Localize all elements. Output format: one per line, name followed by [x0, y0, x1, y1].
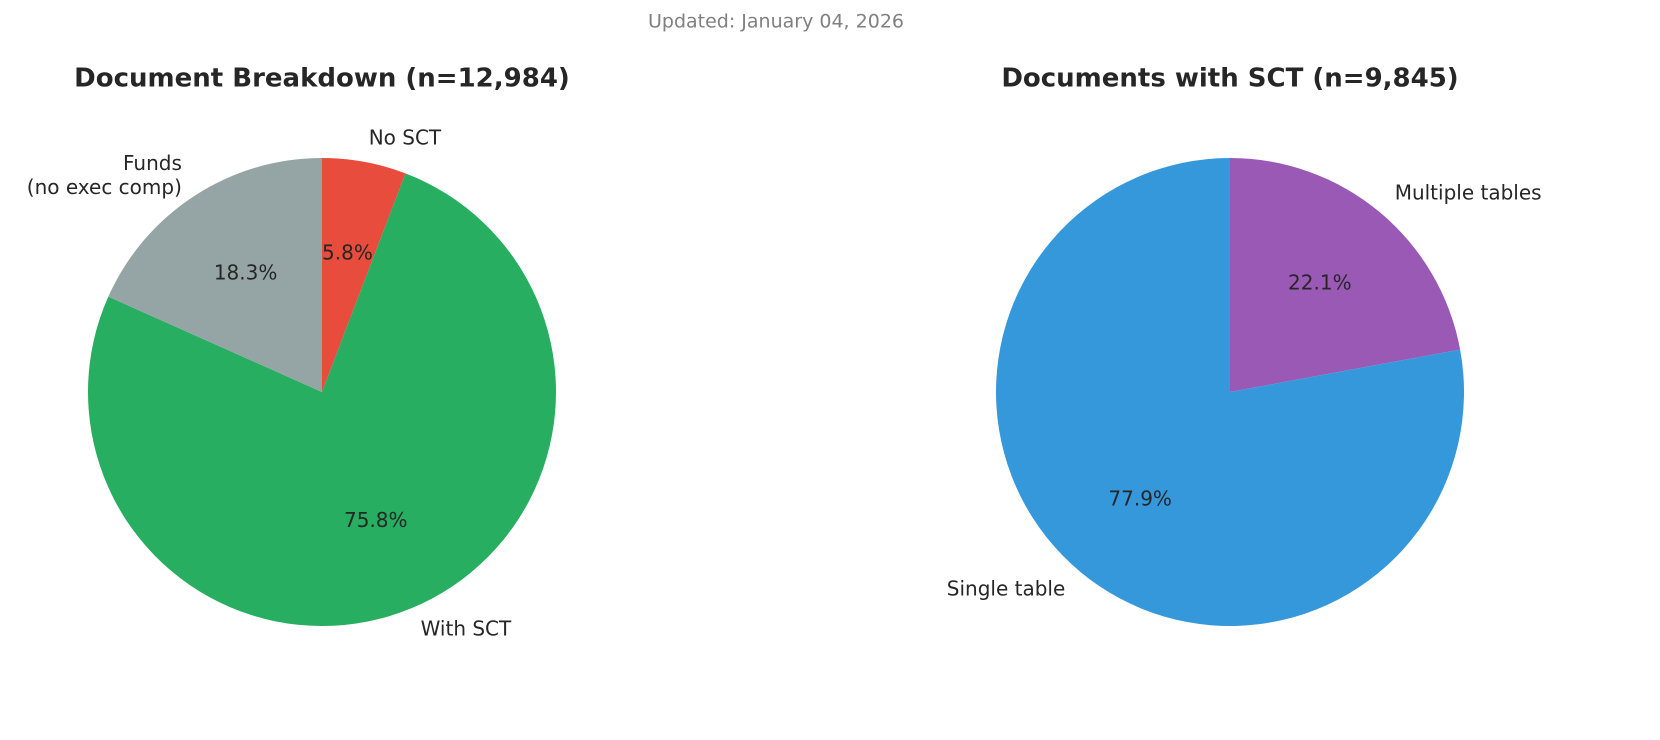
category-label: Funds (no exec comp) [27, 151, 182, 199]
value-label: 77.9% [1108, 486, 1172, 510]
chart-title: Documents with SCT (n=9,845) [1001, 64, 1458, 94]
chart-title: Document Breakdown (n=12,984) [74, 64, 570, 94]
value-label: 22.1% [1288, 271, 1352, 295]
updated-note: Updated: January 04, 2026 [648, 11, 904, 33]
pie-slice [996, 157, 1464, 626]
pie-slice [322, 158, 406, 392]
category-label: No SCT [369, 125, 442, 149]
category-label: Single table [947, 576, 1066, 600]
value-label: 5.8% [322, 240, 373, 264]
pie-slice [1230, 158, 1461, 392]
category-label: Multiple tables [1395, 181, 1542, 205]
value-label: 75.8% [344, 508, 408, 532]
category-label: With SCT [421, 616, 512, 640]
pie-slice [88, 173, 557, 626]
value-label: 18.3% [214, 261, 278, 285]
pie-slice [108, 158, 322, 392]
